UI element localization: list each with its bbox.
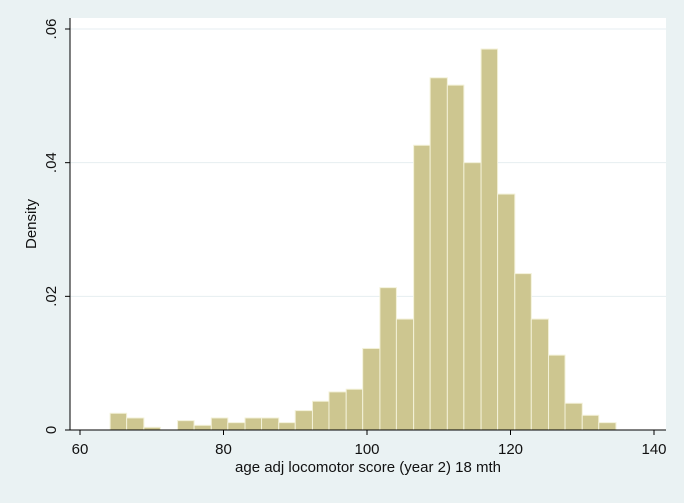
axes	[69, 18, 666, 431]
histogram-bar-24	[514, 273, 532, 431]
histogram-bar-22	[480, 48, 499, 431]
x-tick-label: 80	[215, 441, 232, 458]
histogram-bar-4	[177, 420, 195, 431]
histogram-bar-14	[345, 388, 364, 431]
histogram-bar-16	[379, 287, 397, 431]
histogram-bar-17	[395, 318, 415, 431]
x-axis-title: age adj locomotor score (year 2) 18 mth	[235, 459, 501, 476]
histogram-bar-6	[210, 417, 229, 431]
histogram-bar-9	[261, 417, 280, 431]
histogram-bar-20	[446, 84, 465, 431]
histogram-bar-26	[548, 354, 566, 431]
histogram-bar-2	[126, 417, 145, 431]
histogram-bar-28	[581, 414, 600, 431]
histogram-bar-21	[463, 162, 482, 431]
histogram-bar-11	[294, 410, 313, 431]
histogram-bar-8	[244, 417, 263, 431]
y-axis-title: Density	[23, 198, 40, 249]
histogram-bars	[109, 48, 617, 431]
histogram-bar-23	[497, 193, 516, 431]
x-tick-label: 120	[498, 441, 523, 458]
y-tick-label: .06	[43, 19, 60, 40]
y-tick-label: .04	[43, 152, 60, 173]
histogram-bar-7	[227, 422, 246, 431]
x-tick-label: 140	[641, 441, 666, 458]
x-tick-label: 60	[72, 441, 89, 458]
histogram-bar-10	[278, 422, 296, 431]
histogram-bar-19	[429, 77, 448, 431]
tick-marks: 60 80 100 120 140 0 .02 .04 .06	[43, 19, 667, 458]
histogram-bar-15	[362, 347, 381, 431]
histogram-bar-27	[564, 402, 583, 431]
histogram-bar-25	[530, 318, 550, 431]
histogram-bar-13	[328, 391, 347, 431]
y-tick-label: .02	[43, 286, 60, 307]
x-tick-label: 100	[354, 441, 379, 458]
histogram-bar-29	[598, 422, 617, 431]
histogram-bar-12	[311, 400, 330, 431]
y-tick-label: 0	[43, 426, 60, 434]
histogram-bar-5	[193, 424, 212, 431]
grid-lines	[70, 28, 666, 297]
histogram-bar-1	[109, 412, 128, 431]
histogram-bar-18	[413, 144, 431, 431]
